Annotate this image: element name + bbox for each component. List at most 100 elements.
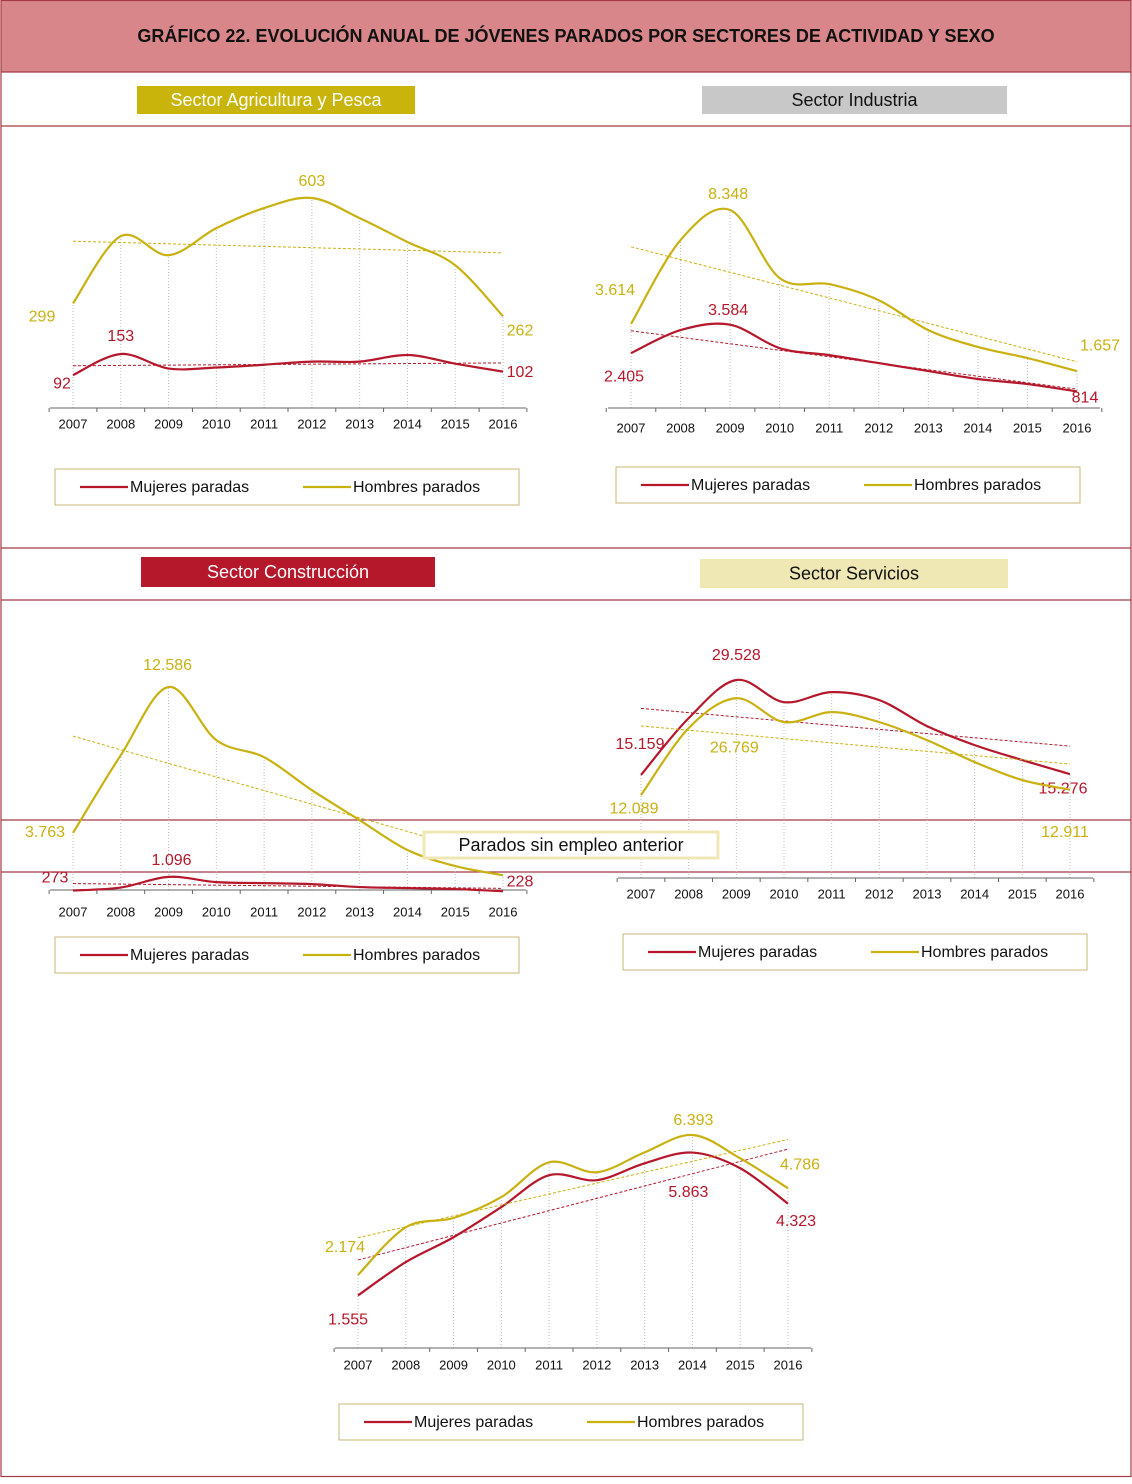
legend-box bbox=[54, 936, 520, 974]
x-tick-label: 2007 bbox=[617, 420, 646, 435]
data-label: 3.763 bbox=[25, 824, 65, 841]
data-label: 1.555 bbox=[328, 1312, 368, 1329]
legend-label: Mujeres paradas bbox=[691, 477, 810, 494]
x-tick-label: 2013 bbox=[630, 1357, 659, 1372]
data-label: 12.089 bbox=[610, 800, 659, 817]
x-tick-label: 2015 bbox=[1013, 420, 1042, 435]
x-tick-label: 2016 bbox=[1056, 886, 1085, 901]
data-label: 15.159 bbox=[616, 736, 665, 753]
x-tick-label: 2009 bbox=[716, 420, 745, 435]
x-tick-label: 2014 bbox=[960, 886, 989, 901]
x-tick-label: 2012 bbox=[297, 904, 326, 919]
x-tick-label: 2015 bbox=[1008, 886, 1037, 901]
data-label: 603 bbox=[299, 173, 326, 190]
legend-label: Mujeres paradas bbox=[698, 944, 817, 961]
x-tick-label: 2016 bbox=[1063, 420, 1092, 435]
x-tick-label: 2010 bbox=[202, 416, 231, 431]
series-line bbox=[357, 1133, 789, 1276]
x-tick-label: 2009 bbox=[722, 886, 751, 901]
x-tick-label: 2011 bbox=[818, 886, 846, 901]
x-tick-label: 2013 bbox=[345, 904, 374, 919]
x-tick-label: 2008 bbox=[106, 416, 135, 431]
header-title: GRÁFICO 22. EVOLUCIÓN ANUAL DE JÓVENES P… bbox=[137, 25, 995, 46]
data-label: 273 bbox=[42, 870, 69, 887]
x-tick-label: 2009 bbox=[154, 416, 183, 431]
data-label: 5.863 bbox=[668, 1184, 708, 1201]
x-tick-label: 2012 bbox=[865, 886, 894, 901]
x-tick-label: 2007 bbox=[627, 886, 656, 901]
legend-box bbox=[54, 468, 520, 506]
legend-label: Hombres parados bbox=[353, 947, 480, 964]
x-tick-label: 2008 bbox=[106, 904, 135, 919]
section-label-box bbox=[422, 830, 720, 860]
data-label: 2.174 bbox=[325, 1239, 365, 1256]
data-label: 1.657 bbox=[1080, 337, 1120, 354]
x-tick-label: 2010 bbox=[202, 904, 231, 919]
trend-line bbox=[630, 246, 1078, 363]
data-label: 299 bbox=[29, 309, 56, 326]
x-tick-label: 2008 bbox=[674, 886, 703, 901]
legend-label: Hombres parados bbox=[921, 944, 1048, 961]
data-label: 4.786 bbox=[780, 1157, 820, 1174]
trend-line bbox=[640, 725, 1071, 765]
x-tick-label: 2010 bbox=[487, 1357, 516, 1372]
legend-label: Hombres parados bbox=[353, 479, 480, 496]
series-line bbox=[72, 352, 504, 377]
section-title: Sector Agricultura y Pesca bbox=[170, 90, 382, 110]
x-tick-label: 2009 bbox=[439, 1357, 468, 1372]
trend-line bbox=[357, 1138, 789, 1239]
legend-box bbox=[338, 1403, 804, 1441]
section-label-box bbox=[700, 559, 1008, 588]
x-tick-label: 2007 bbox=[344, 1357, 373, 1372]
x-tick-label: 2016 bbox=[774, 1357, 803, 1372]
data-label: 3.584 bbox=[708, 302, 748, 319]
trend-line bbox=[72, 883, 504, 889]
data-label: 4.323 bbox=[776, 1213, 816, 1230]
x-tick-label: 2008 bbox=[391, 1357, 420, 1372]
series-line bbox=[630, 207, 1078, 373]
trend-line bbox=[357, 1148, 789, 1261]
section-title: Sector Industria bbox=[791, 90, 918, 110]
x-tick-label: 2008 bbox=[666, 420, 695, 435]
x-tick-label: 2014 bbox=[963, 420, 992, 435]
x-tick-label: 2016 bbox=[489, 416, 518, 431]
x-tick-label: 2012 bbox=[297, 416, 326, 431]
trend-line bbox=[72, 240, 504, 254]
x-tick-label: 2014 bbox=[393, 416, 422, 431]
x-tick-label: 2015 bbox=[726, 1357, 755, 1372]
trend-line bbox=[640, 707, 1071, 747]
header: GRÁFICO 22. EVOLUCIÓN ANUAL DE JÓVENES P… bbox=[1, 0, 1131, 72]
series-line bbox=[357, 1151, 789, 1297]
trend-line bbox=[72, 362, 504, 367]
legend-label: Mujeres paradas bbox=[414, 1414, 533, 1431]
section-label-box bbox=[141, 557, 435, 587]
section-title: Sector Construcción bbox=[207, 562, 369, 582]
data-label: 102 bbox=[507, 364, 534, 381]
legend-label: Hombres parados bbox=[637, 1414, 764, 1431]
x-tick-label: 2007 bbox=[59, 904, 88, 919]
x-tick-label: 2012 bbox=[864, 420, 893, 435]
data-label: 6.393 bbox=[673, 1112, 713, 1129]
data-label: 153 bbox=[107, 328, 134, 345]
series-line bbox=[640, 697, 1071, 796]
x-tick-label: 2009 bbox=[154, 904, 183, 919]
legend-label: Mujeres paradas bbox=[130, 479, 249, 496]
data-label: 26.769 bbox=[710, 739, 759, 756]
data-label: 2.405 bbox=[604, 368, 644, 385]
data-label: 3.614 bbox=[595, 282, 635, 299]
data-label: 228 bbox=[507, 873, 534, 890]
section-title: Parados sin empleo anterior bbox=[458, 835, 683, 855]
data-label: 8.348 bbox=[708, 186, 748, 203]
x-tick-label: 2013 bbox=[345, 416, 374, 431]
x-tick-label: 2011 bbox=[815, 420, 843, 435]
x-tick-label: 2012 bbox=[582, 1357, 611, 1372]
section-title: Sector Servicios bbox=[789, 563, 919, 583]
legend-box bbox=[615, 466, 1081, 504]
legend-box bbox=[622, 933, 1088, 971]
x-tick-label: 2011 bbox=[535, 1357, 563, 1372]
x-tick-label: 2011 bbox=[250, 416, 278, 431]
data-label: 262 bbox=[507, 322, 534, 339]
series-line bbox=[72, 875, 504, 893]
